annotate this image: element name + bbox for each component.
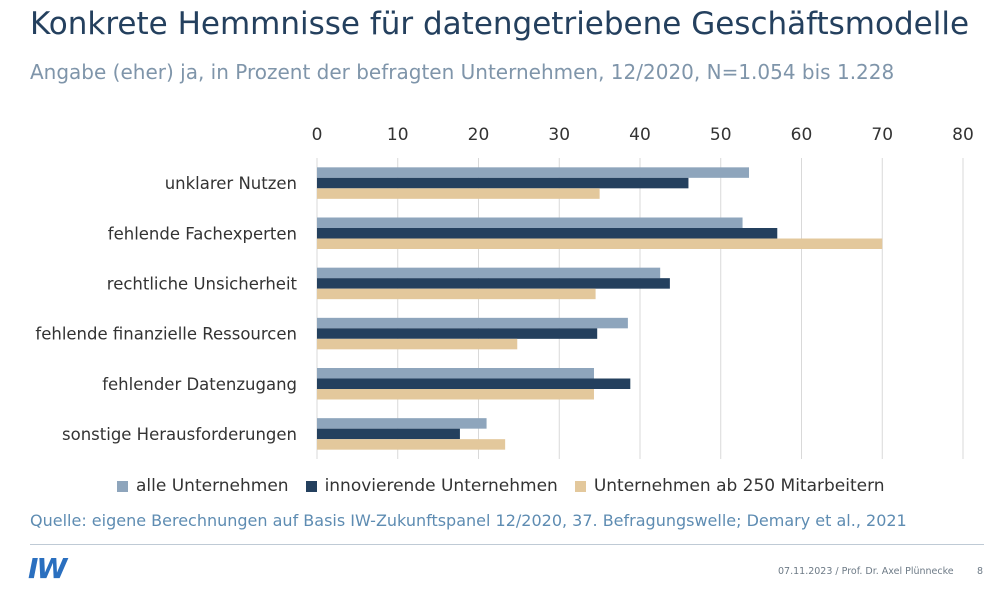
x-tick-label: 50 xyxy=(710,125,732,145)
category-label: rechtliche Unsicherheit xyxy=(107,274,298,293)
bar xyxy=(317,368,594,379)
bar xyxy=(317,177,689,189)
bar xyxy=(317,217,743,228)
legend-swatch xyxy=(305,480,317,492)
category-label: sonstige Herausforderungen xyxy=(62,425,297,444)
legend-label: alle Unternehmen xyxy=(136,476,289,496)
category-labels: unklarer Nutzen fehlende Fachexperten rech… xyxy=(35,174,297,444)
legend-item-all: alle Unternehmen xyxy=(117,476,289,496)
category-label: fehlende Fachexperten xyxy=(108,224,297,243)
x-axis-ticks: 0 10 20 30 40 50 60 70 80 xyxy=(312,125,974,145)
bar xyxy=(317,317,628,329)
bar xyxy=(317,378,631,389)
page-subtitle: Angabe (eher) ja, in Prozent der befragt… xyxy=(30,60,895,84)
category-label: fehlende finanzielle Ressourcen xyxy=(35,325,297,344)
footer-date-author: 07.11.2023 / Prof. Dr. Axel Plünnecke xyxy=(778,566,954,577)
page-title: Konkrete Hemmnisse für datengetriebene G… xyxy=(30,6,970,42)
bar xyxy=(317,428,460,440)
x-tick-label: 0 xyxy=(312,125,323,145)
bar xyxy=(317,338,518,350)
bar xyxy=(317,278,670,289)
legend-label: innovierende Unternehmen xyxy=(324,476,558,496)
bar xyxy=(317,267,661,279)
bar xyxy=(317,188,600,199)
footer-divider xyxy=(30,544,984,545)
bar xyxy=(317,288,596,300)
legend-item-large: Unternehmen ab 250 Mitarbeitern xyxy=(574,476,885,496)
x-tick-label: 10 xyxy=(387,125,409,145)
x-tick-label: 80 xyxy=(952,125,974,145)
x-tick-label: 20 xyxy=(468,125,490,145)
bar xyxy=(317,238,883,249)
x-tick-label: 40 xyxy=(629,125,651,145)
iw-logo: IW xyxy=(28,552,67,585)
legend-label: Unternehmen ab 250 Mitarbeitern xyxy=(593,476,885,496)
x-tick-label: 70 xyxy=(871,125,893,145)
bar xyxy=(317,389,594,400)
x-tick-label: 60 xyxy=(791,125,813,145)
bar xyxy=(317,328,598,339)
page-number: 8 xyxy=(977,566,984,577)
category-label: unklarer Nutzen xyxy=(165,174,297,193)
bar xyxy=(317,228,778,239)
legend-swatch xyxy=(117,480,128,492)
bars xyxy=(317,167,883,450)
legend-item-innovating: innovierende Unternehmen xyxy=(305,476,558,496)
legend: alle Unternehmen innovierende Unternehme… xyxy=(117,476,902,496)
gridlines xyxy=(316,158,964,459)
legend-swatch xyxy=(574,480,586,492)
bar xyxy=(317,418,487,429)
x-tick-label: 30 xyxy=(548,125,570,145)
category-label: fehlender Datenzugang xyxy=(102,375,297,394)
source-note: Quelle: eigene Berechnungen auf Basis IW… xyxy=(30,511,907,530)
bar xyxy=(317,439,506,450)
bar xyxy=(317,167,750,178)
bar-chart: 0 10 20 30 40 50 60 70 80 unklarer Nutzen fehlend… xyxy=(35,125,974,459)
